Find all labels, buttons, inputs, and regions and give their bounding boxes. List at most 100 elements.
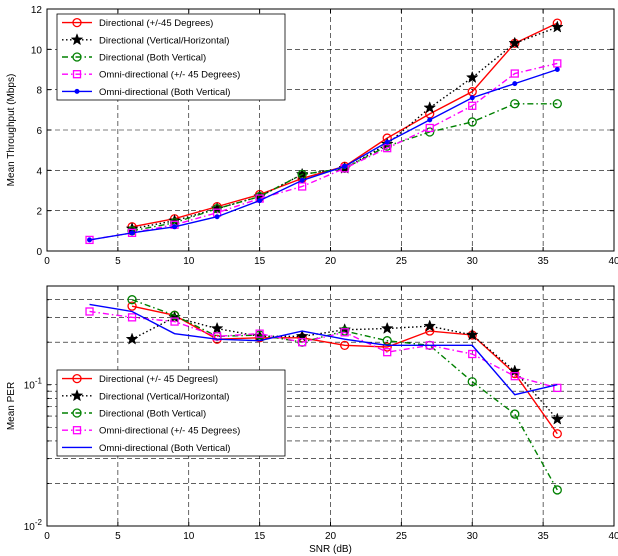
- x-tick-label: 35: [538, 256, 550, 267]
- y-tick-label: 6: [36, 126, 42, 137]
- x-tick-label: 15: [254, 531, 266, 542]
- data-point: [465, 70, 479, 84]
- throughput-chart: 0 5 10 15 20 25 30 35 40 0 2 4 6 8 10 12 Mean Throughput…: [6, 5, 618, 267]
- data-point: [214, 214, 220, 220]
- data-point: [342, 163, 348, 169]
- x-tick-label: 0: [44, 256, 50, 267]
- legend-marker: [72, 70, 82, 79]
- y-tick-label: 10-1: [24, 377, 43, 392]
- data-point: [467, 377, 477, 387]
- legend-marker: [74, 88, 80, 94]
- x-axis-label: SNR (dB): [309, 544, 352, 555]
- data-point: [510, 69, 519, 78]
- data-point: [469, 95, 475, 101]
- data-point: [299, 177, 305, 183]
- data-point: [255, 329, 264, 338]
- x-tick-label: 40: [608, 531, 618, 542]
- data-point: [425, 123, 434, 133]
- data-point: [468, 349, 477, 359]
- data-point: [169, 310, 180, 320]
- series-line: [89, 303, 558, 396]
- data-point: [550, 20, 564, 33]
- x-tick-label: 30: [467, 256, 479, 267]
- y-tick-label: 4: [36, 166, 42, 177]
- data-point: [127, 295, 137, 305]
- legend-marker: [72, 52, 82, 62]
- data-point: [340, 340, 350, 351]
- series-5: [89, 303, 558, 396]
- data-point: [125, 332, 139, 345]
- x-tick-label: 30: [467, 531, 479, 542]
- series-line: [131, 103, 558, 232]
- series-line: [89, 310, 558, 389]
- data-point: [127, 313, 137, 322]
- legend-marker: [72, 408, 82, 418]
- x-tick-label: 35: [538, 531, 550, 542]
- data-point: [510, 372, 519, 381]
- y-tick-label: 0: [36, 247, 42, 258]
- legend-label: Omni-directional (+/- 45 Degrees): [99, 426, 240, 437]
- series-4: [85, 307, 562, 393]
- legend-marker: [70, 389, 84, 402]
- x-tick-label: 0: [44, 531, 50, 542]
- legend-label: Directional (+/-45 Degrees): [99, 18, 213, 29]
- data-point: [552, 485, 562, 495]
- data-point: [552, 99, 562, 109]
- x-tick-label: 10: [183, 531, 195, 542]
- data-point: [257, 198, 263, 204]
- data-point: [427, 117, 433, 123]
- legend-label: Omni-directional (Both Vertical): [99, 87, 230, 98]
- data-point: [508, 364, 522, 377]
- data-point: [380, 321, 394, 334]
- data-point: [210, 201, 224, 215]
- data-point: [553, 383, 562, 393]
- legend-marker: [72, 373, 82, 384]
- data-point: [468, 101, 477, 110]
- x-tick-label: 10: [183, 256, 195, 267]
- x-tick-label: 5: [115, 531, 121, 542]
- legend-label: Directional (Both Vertical): [99, 53, 206, 64]
- data-point: [465, 328, 479, 341]
- y-tick-label: 12: [31, 5, 43, 16]
- x-tick-label: 15: [254, 256, 266, 267]
- legend-label: Directional (+/- 45 Degreesl): [99, 374, 218, 385]
- data-point: [87, 237, 93, 243]
- data-point: [170, 317, 179, 326]
- x-tick-label: 20: [325, 531, 337, 542]
- data-point: [297, 338, 307, 347]
- legend-box: [56, 13, 286, 101]
- y-tick-label: 2: [36, 207, 42, 218]
- data-point: [384, 139, 390, 145]
- data-point: [210, 321, 224, 334]
- y-axis-label: Mean PER: [6, 382, 17, 430]
- series-5: [87, 67, 560, 243]
- data-point: [554, 67, 560, 72]
- legend-label: Omni-directional (Both Vertical): [99, 443, 230, 454]
- data-point: [85, 307, 94, 316]
- data-point: [383, 348, 392, 357]
- data-point: [340, 328, 349, 337]
- x-tick-label: 25: [396, 531, 408, 542]
- data-point: [382, 342, 392, 352]
- legend-box: [56, 369, 286, 457]
- x-tick-label: 5: [115, 256, 121, 267]
- data-point: [172, 224, 178, 230]
- data-point: [423, 319, 437, 332]
- data-point: [512, 81, 518, 87]
- legend-marker: [72, 426, 82, 435]
- data-point: [553, 59, 562, 68]
- data-point: [467, 117, 477, 127]
- x-tick-label: 25: [396, 256, 408, 267]
- data-point: [550, 412, 564, 425]
- series-line: [89, 68, 558, 241]
- legend-marker: [70, 33, 84, 46]
- data-point: [508, 36, 522, 49]
- series-line: [131, 299, 558, 491]
- data-point: [297, 182, 307, 191]
- data-point: [510, 409, 520, 419]
- legend: Directional (+/-45 Degrees) Directional (…: [56, 13, 286, 101]
- legend-label: Directional (Vertical/Horizontal): [99, 35, 229, 46]
- y-tick-label: 8: [36, 86, 42, 97]
- data-point: [423, 101, 437, 114]
